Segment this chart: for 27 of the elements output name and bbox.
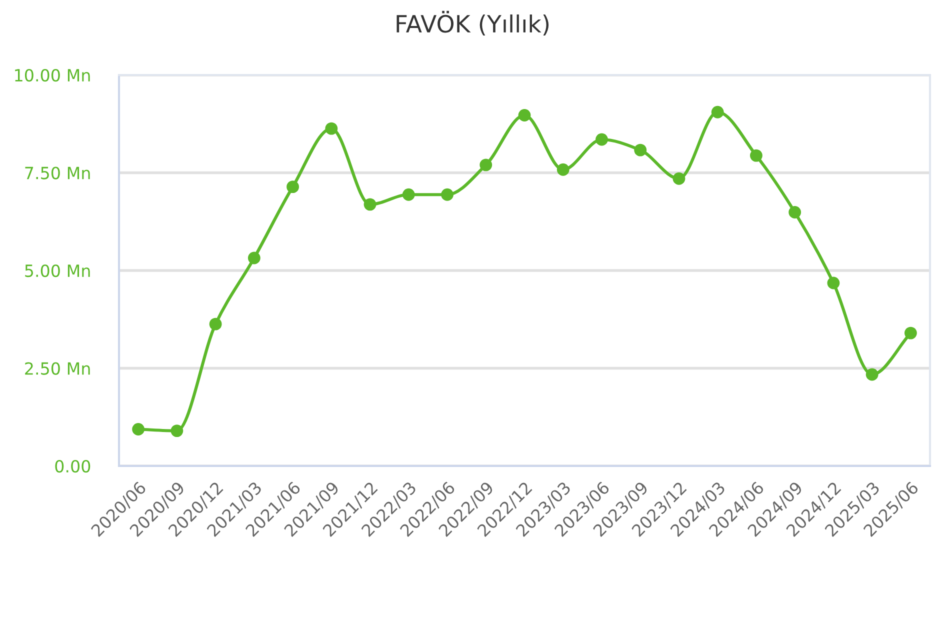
point	[788, 206, 802, 218]
point	[672, 172, 686, 185]
point	[634, 144, 647, 156]
point	[402, 188, 415, 201]
y-tick-label: 2.50 Mn	[25, 362, 90, 375]
y-tick-label: 7.50 Mn	[25, 166, 90, 180]
y-tick-label: 0.00	[55, 460, 90, 473]
y-tick-label: 10.00 Mn	[15, 68, 90, 82]
point	[866, 368, 878, 381]
point	[750, 149, 762, 162]
chart-title: FAVÖK (Yıllık)	[396, 10, 549, 36]
point	[518, 109, 531, 122]
point	[132, 423, 145, 436]
point	[441, 188, 454, 201]
point	[556, 163, 570, 176]
point	[170, 424, 184, 438]
point	[827, 276, 840, 290]
point	[286, 180, 299, 194]
point	[711, 106, 724, 118]
point	[596, 133, 608, 146]
point	[904, 326, 917, 340]
point	[209, 318, 222, 330]
point	[364, 198, 376, 211]
y-tick-label: 5.00 Mn	[25, 264, 90, 278]
point	[325, 122, 338, 135]
point	[480, 158, 492, 172]
point	[248, 252, 260, 264]
